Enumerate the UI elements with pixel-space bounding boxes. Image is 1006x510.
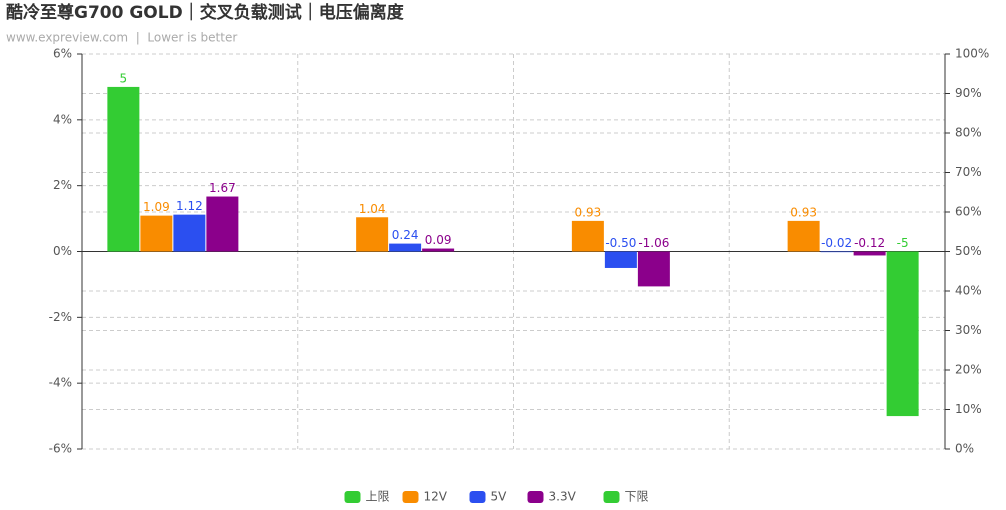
y-tick-label: 6% bbox=[53, 47, 72, 61]
chart-title: 酷冷至尊G700 GOLD｜交叉负载测试｜电压偏离度 bbox=[6, 2, 405, 23]
bar bbox=[173, 214, 206, 252]
chart-subtitle: www.expreview.com | Lower is better bbox=[6, 31, 237, 45]
y2-tick-label: 40% bbox=[955, 284, 982, 298]
y2-tick-label: 60% bbox=[955, 205, 982, 219]
value-label: 5 bbox=[120, 71, 128, 85]
y-tick-label: -4% bbox=[49, 376, 72, 390]
value-label: 1.67 bbox=[209, 181, 236, 195]
value-label: -0.02 bbox=[821, 236, 852, 250]
y2-tick-label: 20% bbox=[955, 363, 982, 377]
y2-tick-label: 30% bbox=[955, 323, 982, 337]
y2-tick-label: 80% bbox=[955, 126, 982, 140]
legend-swatch bbox=[603, 491, 620, 503]
bar bbox=[422, 248, 455, 252]
value-label: 1.09 bbox=[143, 200, 170, 214]
value-label: -1.06 bbox=[638, 236, 669, 250]
bar bbox=[820, 251, 853, 253]
y-tick-label: 0% bbox=[53, 244, 72, 258]
value-label: -5 bbox=[897, 236, 909, 250]
value-label: 0.24 bbox=[392, 228, 419, 242]
legend-label: 上限 bbox=[366, 490, 390, 504]
bar bbox=[571, 220, 604, 252]
legend-swatch bbox=[469, 491, 486, 503]
legend-label: 5V bbox=[491, 490, 508, 504]
bar bbox=[206, 196, 239, 252]
value-label: 0.09 bbox=[425, 233, 452, 247]
value-label: 1.12 bbox=[176, 199, 203, 213]
legend-swatch bbox=[527, 491, 544, 503]
legend-label: 下限 bbox=[625, 490, 649, 504]
bar bbox=[886, 251, 919, 417]
y-tick-label: -6% bbox=[49, 442, 72, 456]
bar bbox=[356, 217, 389, 252]
bar bbox=[389, 243, 422, 252]
bar bbox=[853, 251, 886, 256]
legend-swatch bbox=[344, 491, 361, 503]
legend-label: 3.3V bbox=[549, 490, 577, 504]
value-label: 1.04 bbox=[359, 202, 386, 216]
y2-tick-label: 0% bbox=[955, 442, 974, 456]
y2-tick-label: 70% bbox=[955, 165, 982, 179]
y2-tick-label: 90% bbox=[955, 86, 982, 100]
value-label: -0.50 bbox=[605, 236, 636, 250]
legend-label: 12V bbox=[424, 490, 448, 504]
value-label: -0.12 bbox=[854, 236, 885, 250]
bar bbox=[787, 220, 820, 252]
value-label: 0.93 bbox=[790, 205, 817, 219]
y-tick-label: 4% bbox=[53, 112, 72, 126]
y2-tick-label: 100% bbox=[955, 47, 989, 61]
bar bbox=[637, 251, 670, 287]
y-tick-label: 2% bbox=[53, 178, 72, 192]
bar bbox=[140, 215, 173, 252]
y-tick-label: -2% bbox=[49, 310, 72, 324]
y2-tick-label: 10% bbox=[955, 402, 982, 416]
bar bbox=[604, 251, 637, 268]
value-label: 0.93 bbox=[575, 205, 602, 219]
bar bbox=[107, 86, 140, 252]
y2-tick-label: 50% bbox=[955, 244, 982, 258]
legend-swatch bbox=[402, 491, 419, 503]
